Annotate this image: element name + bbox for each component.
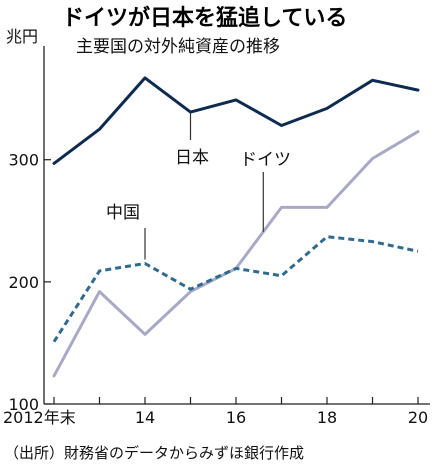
source-note: （出所）財務省のデータからみずほ銀行作成 bbox=[4, 444, 304, 462]
series-label: ドイツ bbox=[240, 150, 291, 170]
chart-title: ドイツが日本を猛追している bbox=[62, 5, 347, 31]
series-line-日本 bbox=[52, 76, 420, 165]
axes: 100 200 300 2012年末 14 16 18 20 bbox=[3, 46, 430, 427]
series-group bbox=[52, 76, 420, 378]
x-tick-label: 2012年末 bbox=[3, 408, 76, 427]
series-line-中国 bbox=[52, 235, 419, 343]
y-tick-label: 200 bbox=[8, 273, 39, 292]
x-tick-label: 20 bbox=[408, 408, 428, 427]
y-axis-unit: 兆円 bbox=[6, 27, 38, 46]
series-label: 中国 bbox=[106, 203, 140, 223]
chart-subtitle: 主要国の対外純資産の推移 bbox=[76, 37, 280, 57]
y-tick-label: 300 bbox=[8, 151, 39, 170]
x-tick-label: 18 bbox=[317, 408, 337, 427]
x-tick-label: 14 bbox=[135, 408, 155, 427]
series-label: 日本 bbox=[175, 148, 209, 168]
x-tick-label: 16 bbox=[226, 408, 246, 427]
y-tick-label: 100 bbox=[8, 395, 39, 414]
series-line-ドイツ bbox=[52, 130, 420, 378]
